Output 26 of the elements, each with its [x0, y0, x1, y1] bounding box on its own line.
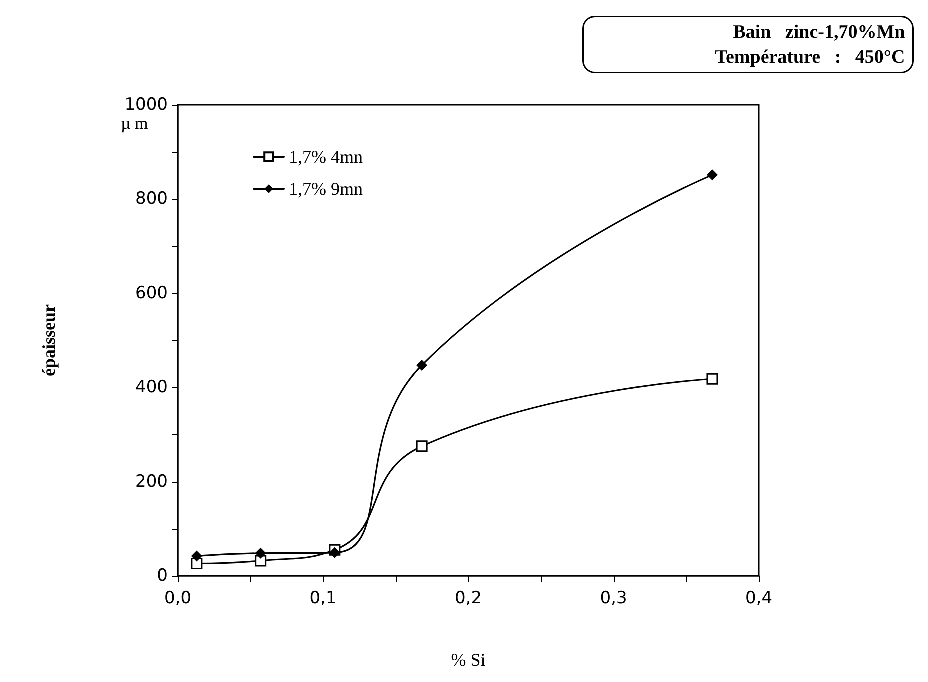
point [416, 440, 428, 452]
legend-label: 1,7% 4mn [289, 147, 363, 167]
text: Bain zinc-1,70%Mn [733, 22, 906, 43]
y-tick-label: 1000 [124, 95, 168, 115]
point [191, 550, 202, 562]
y-tick-label: 600 [136, 283, 168, 304]
x-axis-title: % Si [451, 650, 486, 670]
point [191, 558, 203, 570]
x-tick-label: 0,3 [600, 588, 628, 608]
x-tick-label: 0,2 [454, 588, 482, 608]
text: µ m [121, 114, 148, 133]
point [706, 373, 718, 385]
y-tick-label: 200 [136, 472, 168, 492]
y-tick-label: 400 [136, 378, 168, 398]
point [329, 547, 340, 558]
y-tick-label: 800 [136, 189, 168, 210]
x-tick-label: 0,4 [745, 588, 773, 608]
y-axis-title: épaisseur [39, 304, 59, 376]
x-tick-label: 0,0 [164, 588, 192, 608]
point [707, 170, 718, 181]
text: Température : 450°C [715, 46, 906, 68]
legend-label: 1,7% 9mn [289, 179, 363, 199]
point [255, 548, 266, 559]
x-tick-label: 0,1 [310, 588, 337, 608]
y-tick-label: 0 [157, 566, 168, 586]
point [416, 360, 428, 371]
